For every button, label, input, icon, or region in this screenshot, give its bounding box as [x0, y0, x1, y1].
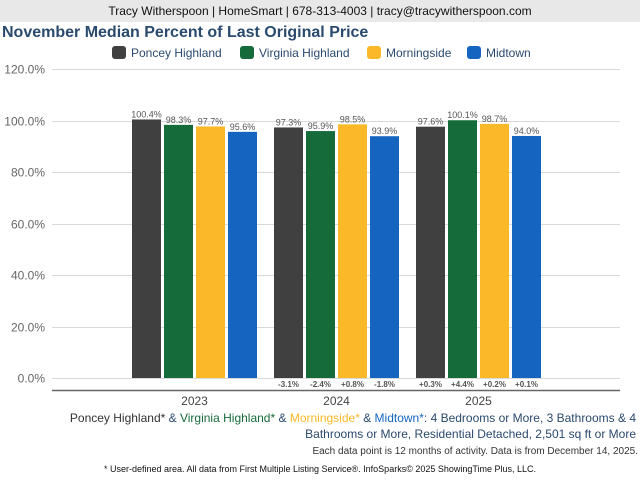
y-tick-label: 40.0% [11, 269, 45, 283]
legend-swatch [367, 46, 381, 59]
legend-swatch [112, 46, 126, 59]
x-tick-label: 2023 [181, 394, 208, 408]
data-label: 97.6% [418, 117, 444, 127]
y-tick-label: 60.0% [11, 218, 45, 232]
data-label: 100.4% [131, 109, 162, 119]
bar-morningside-2023 [196, 126, 225, 378]
bar-virginia-highland-2023 [164, 124, 193, 378]
legend-item-midtown[interactable]: Midtown [467, 45, 531, 61]
y-tick-label: 0.0% [18, 372, 46, 386]
data-label: 97.3% [276, 117, 302, 127]
data-label: 100.1% [447, 110, 478, 120]
criteria-area: & [165, 411, 180, 425]
change-label: -2.4% [310, 380, 331, 389]
change-label: +0.3% [419, 380, 442, 389]
legend-label: Poncey Highland [131, 46, 222, 60]
y-tick-label: 20.0% [11, 321, 45, 335]
change-label: +0.2% [483, 380, 506, 389]
bar-virginia-highland-2024 [306, 131, 335, 378]
change-label: +0.8% [341, 380, 364, 389]
y-tick-label: 120.0% [4, 63, 45, 77]
legend-swatch [240, 46, 254, 59]
chart-title: November Median Percent of Last Original… [2, 24, 369, 41]
data-label: 98.7% [482, 114, 508, 124]
y-tick-label: 80.0% [11, 166, 45, 180]
bar-morningside-2024 [338, 124, 367, 378]
chart-legend: Poncey Highland Virginia Highland Mornin… [0, 45, 640, 63]
legend-item-morningside[interactable]: Morningside [367, 45, 451, 61]
legend-item-poncey-highland[interactable]: Poncey Highland [112, 45, 222, 61]
data-label: 93.9% [372, 126, 398, 136]
y-tick-label: 100.0% [4, 115, 45, 129]
bar-midtown-2025 [512, 135, 541, 378]
data-label: 97.7% [198, 116, 224, 126]
bar-poncey-highland-2025 [416, 126, 445, 379]
data-label: 98.3% [166, 115, 192, 125]
data-note: Each data point is 12 months of activity… [312, 446, 638, 457]
criteria-description: : 4 Bedrooms or More, 3 Bathrooms & 4 Ba… [305, 411, 636, 441]
change-label: -1.8% [374, 380, 395, 389]
data-label: 98.5% [340, 114, 366, 124]
bar-morningside-2025 [480, 123, 509, 378]
change-label: +4.4% [451, 380, 474, 389]
footer-disclaimer: * User-defined area. All data from First… [103, 464, 537, 474]
x-tick-label: 2024 [323, 394, 350, 408]
data-label: 94.0% [514, 126, 540, 136]
data-label: 95.6% [230, 122, 256, 132]
criteria-area: Morningside* [289, 411, 360, 425]
data-label: 95.9% [308, 121, 334, 131]
change-label: +0.1% [515, 380, 538, 389]
criteria-area: Virginia Highland* [179, 411, 276, 425]
legend-item-virginia-highland[interactable]: Virginia Highland [240, 45, 350, 61]
bar-poncey-highland-2023 [132, 119, 161, 378]
legend-swatch [467, 46, 481, 59]
search-criteria: Poncey Highland* & Virginia Highland* & … [16, 410, 636, 442]
criteria-areas: Poncey Highland* & Virginia Highland* & … [70, 411, 424, 425]
bar-poncey-highland-2024 [274, 127, 303, 378]
criteria-area: & [359, 411, 375, 425]
bar-virginia-highland-2025 [448, 120, 477, 379]
bar-midtown-2023 [228, 131, 257, 378]
legend-label: Morningside [386, 46, 452, 60]
criteria-area: Poncey Highland* [69, 411, 166, 425]
criteria-area: & [275, 411, 290, 425]
criteria-area: Midtown* [374, 411, 424, 425]
change-label: -3.1% [278, 380, 299, 389]
x-tick-label: 2025 [465, 394, 492, 408]
contact-header: Tracy Witherspoon | HomeSmart | 678-313-… [0, 0, 640, 22]
legend-label: Virginia Highland [259, 46, 350, 60]
bar-midtown-2024 [370, 136, 399, 378]
legend-label: Midtown [486, 46, 531, 60]
